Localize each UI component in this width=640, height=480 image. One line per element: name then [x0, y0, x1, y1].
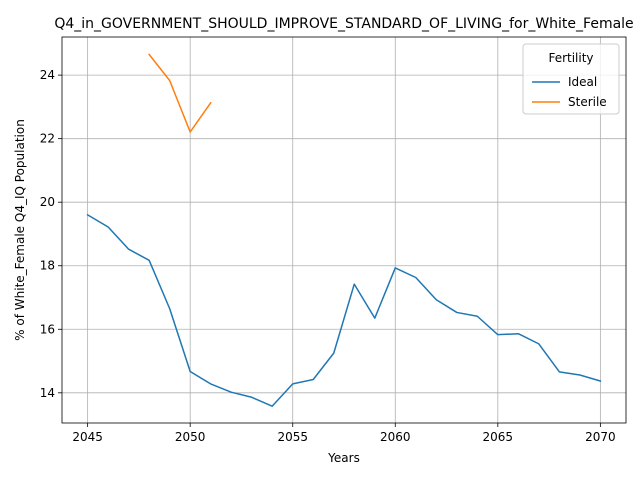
- series-lines: [86, 53, 602, 407]
- x-tick-label: 2065: [483, 430, 514, 444]
- legend-label-sterile: Sterile: [568, 95, 607, 109]
- chart-title: Q4_in_GOVERNMENT_SHOULD_IMPROVE_STANDARD…: [54, 16, 633, 32]
- y-tick-label: 14: [40, 386, 55, 400]
- y-tick-label: 22: [40, 132, 55, 146]
- axis-ticks: 2045 2050 2055 2060 2065 2070 14 16 18 20 22 24: [40, 68, 616, 444]
- x-tick-label: 2055: [277, 430, 308, 444]
- y-axis-label: % of White_Female Q4_IQ Population: [13, 119, 27, 341]
- legend-box: [522, 43, 620, 115]
- series-line-sterile: [148, 53, 212, 133]
- x-tick-label: 2050: [175, 430, 206, 444]
- y-tick-label: 16: [40, 322, 55, 336]
- x-tick-label: 2045: [72, 430, 103, 444]
- series-line-ideal: [86, 213, 602, 407]
- y-tick-label: 20: [40, 195, 55, 209]
- y-tick-label: 18: [40, 259, 55, 273]
- grid: [62, 37, 626, 423]
- plot-frame: [61, 36, 627, 424]
- x-tick-label: 2070: [585, 430, 616, 444]
- legend-title: Fertility: [548, 51, 593, 65]
- y-tick-label: 24: [40, 68, 55, 82]
- x-tick-label: 2060: [380, 430, 411, 444]
- x-axis-label: Years: [327, 451, 360, 465]
- legend-label-ideal: Ideal: [568, 75, 597, 89]
- legend: Fertility Ideal Sterile: [522, 43, 620, 115]
